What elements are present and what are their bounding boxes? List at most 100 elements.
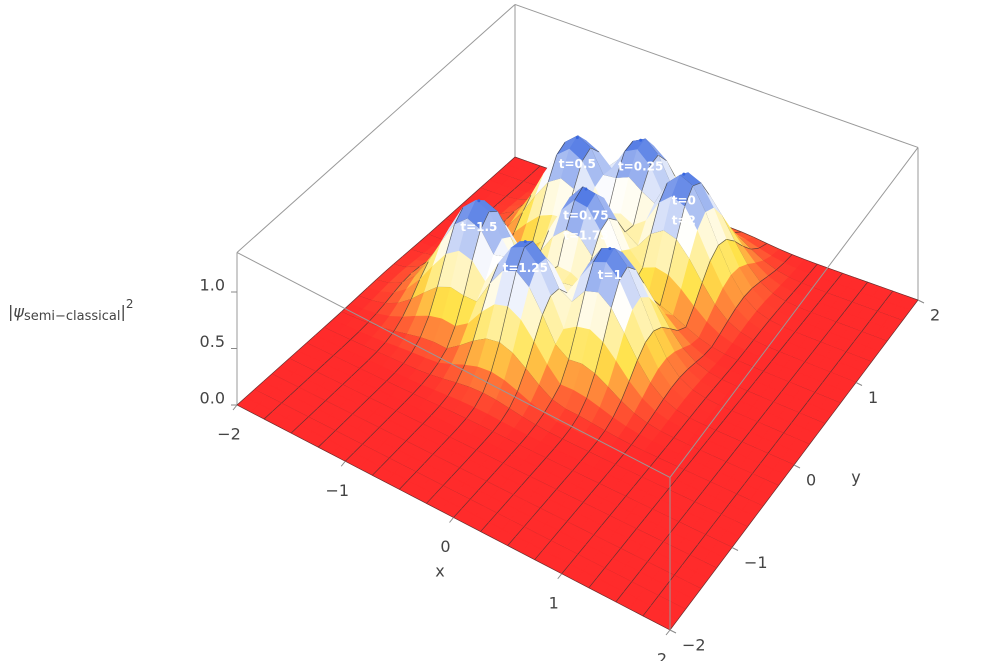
mesh-line	[596, 567, 605, 579]
mesh-line	[658, 183, 668, 204]
mesh-line	[531, 507, 541, 518]
mesh-line	[685, 306, 695, 328]
mesh-line	[859, 281, 868, 293]
mesh-line	[599, 218, 609, 232]
mesh-line	[341, 339, 351, 349]
mesh-line	[861, 321, 870, 332]
mesh-line	[734, 240, 743, 247]
mesh-line	[705, 524, 714, 535]
mesh-line	[288, 350, 299, 359]
mesh-line	[586, 373, 596, 399]
mesh-line	[481, 283, 491, 313]
mesh-line	[592, 248, 602, 263]
mesh-line	[368, 351, 378, 361]
mesh-line	[909, 299, 919, 311]
z-tick-label: 0.0	[200, 389, 225, 408]
mesh-line	[747, 516, 756, 528]
mesh-line	[659, 489, 669, 500]
mesh-line	[665, 437, 674, 449]
peak-label: t=1.5	[460, 220, 497, 234]
mesh-line	[798, 402, 808, 414]
mesh-line	[612, 548, 621, 559]
mesh-line	[488, 172, 498, 181]
mesh-line	[512, 485, 522, 496]
mesh-line	[445, 224, 455, 255]
z-label-close: |	[121, 302, 126, 321]
mesh-line	[602, 594, 617, 603]
mesh-line	[437, 254, 447, 288]
mesh-line	[649, 154, 659, 166]
mesh-line	[588, 587, 603, 596]
mesh-line	[263, 418, 278, 427]
mesh-line	[766, 243, 780, 250]
mesh-line	[475, 440, 485, 451]
mesh-line	[575, 580, 589, 589]
mesh-line	[506, 156, 516, 166]
mesh-line	[394, 363, 404, 373]
mesh-line	[547, 154, 557, 183]
mesh-line	[507, 271, 517, 307]
mesh-line	[697, 398, 706, 409]
mesh-line	[236, 404, 251, 413]
mesh-line	[523, 517, 533, 528]
peak-label: t=1.75	[563, 228, 608, 242]
mesh-line	[524, 240, 533, 248]
mesh-line	[271, 365, 281, 375]
mesh-line	[686, 501, 695, 513]
mesh-line	[565, 200, 575, 231]
mesh-line	[743, 288, 753, 298]
mesh-line	[359, 360, 369, 369]
mesh-line	[884, 290, 894, 302]
mesh-line	[453, 203, 464, 212]
mesh-line	[679, 369, 688, 378]
mesh-line	[480, 211, 490, 230]
mesh-line	[588, 577, 598, 589]
mesh-line	[304, 439, 319, 448]
mesh-line	[663, 387, 672, 400]
mesh-line	[474, 392, 484, 408]
mesh-line	[399, 480, 408, 490]
mesh-line	[689, 544, 698, 556]
mesh-line	[876, 301, 886, 312]
mesh-line	[539, 230, 549, 253]
mesh-line	[332, 311, 342, 320]
mesh-line	[687, 362, 696, 370]
mesh-line	[386, 372, 396, 382]
mesh-line	[419, 234, 429, 243]
mesh-line	[502, 453, 512, 464]
mesh-line	[558, 521, 568, 532]
mesh-line	[694, 491, 703, 503]
mesh-line	[818, 292, 827, 303]
mesh-line	[669, 619, 679, 631]
x-tick-label: −1	[325, 481, 349, 500]
mesh-line	[560, 359, 569, 385]
mesh-line	[801, 444, 810, 455]
mesh-line	[555, 479, 565, 490]
mesh-line	[667, 479, 677, 490]
mesh-line	[793, 454, 803, 466]
mesh-line	[708, 567, 717, 579]
mesh-line	[727, 308, 737, 322]
mesh-line	[770, 351, 780, 362]
mesh-line	[569, 554, 578, 565]
mesh-line	[325, 392, 335, 402]
mesh-line	[606, 464, 616, 475]
mesh-line	[759, 275, 769, 283]
mesh-line	[785, 464, 795, 476]
mesh-line	[707, 430, 716, 441]
mesh-line	[806, 392, 816, 403]
mesh-line	[454, 207, 464, 225]
mesh-line	[701, 260, 711, 284]
mesh-line	[439, 510, 454, 518]
mesh-line	[670, 521, 680, 533]
peak	[608, 247, 612, 251]
mesh-line	[585, 534, 594, 545]
mesh-line	[750, 247, 759, 250]
mesh-line	[657, 447, 666, 458]
mesh-line	[500, 408, 510, 422]
mesh-line	[407, 471, 417, 481]
mesh-line	[642, 605, 652, 617]
mesh-line	[685, 598, 694, 610]
mesh-line	[446, 326, 456, 349]
mesh-line	[451, 467, 460, 478]
